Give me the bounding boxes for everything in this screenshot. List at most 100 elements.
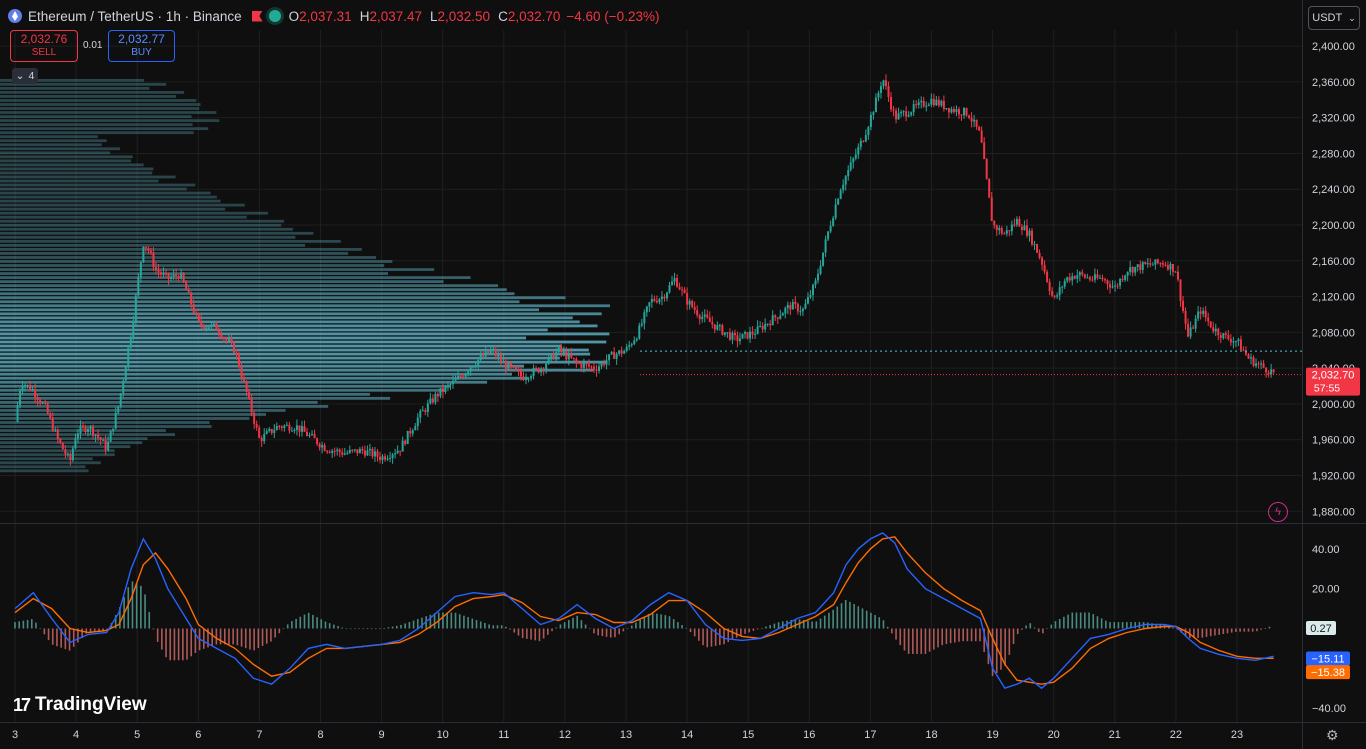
volume-profile-bar (0, 320, 580, 324)
histogram-bar (777, 622, 780, 629)
candle-body (907, 115, 910, 117)
candle-body (764, 323, 767, 330)
currency-label: USDT (1312, 12, 1343, 24)
histogram-bar (735, 628, 738, 638)
histogram-bar (446, 612, 448, 629)
histogram-bar (836, 606, 839, 629)
candle-body (212, 323, 215, 325)
candle-body (421, 410, 424, 412)
candle-body (960, 114, 963, 116)
candle-body (366, 450, 369, 456)
histogram-bar (1247, 628, 1250, 632)
candle-body (210, 324, 213, 328)
symbol-title[interactable]: Ethereum / TetherUS · 1h · Binance (28, 8, 242, 24)
candle-body (270, 429, 273, 433)
candle-body (706, 314, 709, 318)
candle-body (1000, 228, 1003, 234)
candle-body (912, 104, 915, 113)
indicators-toggle[interactable]: ⌄ 4 (12, 68, 38, 84)
candle-body (331, 450, 334, 453)
candle-body (1237, 339, 1240, 342)
candle-body (487, 350, 490, 353)
market-status-icon[interactable] (268, 10, 281, 22)
candle-body (678, 286, 681, 290)
histogram-bar (471, 618, 474, 629)
histogram-bar (1117, 622, 1120, 629)
histogram-bar (823, 615, 826, 629)
candle-body (957, 109, 960, 115)
candle-body (839, 190, 842, 199)
gear-icon[interactable]: ⚙ (1326, 727, 1339, 743)
histogram-bar (370, 628, 373, 630)
candle-body (643, 312, 646, 324)
candle-body (308, 434, 311, 437)
candle-body (774, 315, 777, 318)
histogram-bar (81, 628, 83, 639)
macd-axis-label: −40.00 (1312, 703, 1346, 715)
histogram-bar (773, 623, 776, 629)
buy-button[interactable]: 2,032.77 BUY (108, 30, 175, 62)
histogram-bar (488, 624, 490, 629)
volume-profile-bar (0, 243, 306, 247)
candle-body (509, 362, 512, 367)
volume-profile-bar (0, 296, 566, 300)
histogram-badge (1306, 620, 1336, 635)
histogram-bar (421, 617, 423, 629)
candle-body (1187, 323, 1190, 337)
histogram-bar (1050, 624, 1053, 629)
candle-body (1214, 328, 1217, 332)
histogram-bar (874, 614, 876, 629)
candle-body (87, 428, 90, 432)
candle-body (799, 311, 802, 313)
candle-body (1134, 266, 1137, 273)
volume-profile-bar (0, 417, 250, 420)
histogram-bar (719, 628, 721, 646)
candle-body (1247, 354, 1250, 359)
candle-body (97, 434, 100, 438)
price-axis-label: 2,200.00 (1312, 220, 1355, 232)
candle-body (46, 403, 49, 414)
candle-body (154, 267, 157, 271)
tradingview-logo[interactable]: 17 TradingView (13, 694, 147, 716)
candle-body (89, 426, 92, 429)
histogram-bar (442, 612, 444, 629)
candle-body (283, 425, 286, 428)
histogram-bar (383, 628, 386, 629)
candle-body (998, 228, 1001, 231)
histogram-bar (941, 628, 944, 646)
candle-body (605, 360, 608, 365)
histogram-bar (215, 628, 218, 645)
candle-body (786, 305, 789, 309)
price-axis-label: 2,120.00 (1312, 292, 1355, 304)
candle-body (245, 381, 248, 393)
sell-button[interactable]: 2,032.76 SELL (10, 30, 78, 62)
currency-selector[interactable]: USDT ⌄ (1308, 6, 1360, 30)
histogram-bar (1016, 628, 1019, 635)
histogram-bar (257, 628, 260, 649)
candle-body (381, 456, 384, 460)
volume-profile-bar (0, 195, 217, 199)
histogram-bar (933, 628, 935, 650)
candle-body (328, 451, 331, 453)
volume-profile-bar (0, 256, 377, 259)
time-axis-label: 9 (379, 729, 385, 741)
candle-body (703, 314, 706, 317)
histogram-bar (253, 628, 255, 651)
candle-body (864, 134, 867, 142)
candle-body (275, 425, 278, 431)
volume-profile-bar (0, 336, 527, 340)
candle-body (917, 102, 920, 106)
candle-body (613, 352, 616, 359)
candle-body (1262, 363, 1265, 368)
candle-body (187, 289, 190, 293)
candle-body (1121, 278, 1124, 280)
histogram-bar (299, 616, 302, 629)
candle-body (477, 359, 480, 366)
candle-body (157, 270, 160, 273)
volume-profile-bar (0, 143, 102, 147)
candle-body (761, 325, 764, 330)
flag-icon[interactable] (251, 10, 263, 22)
lightning-icon[interactable]: ϟ (1268, 502, 1288, 522)
candle-body (34, 389, 37, 398)
